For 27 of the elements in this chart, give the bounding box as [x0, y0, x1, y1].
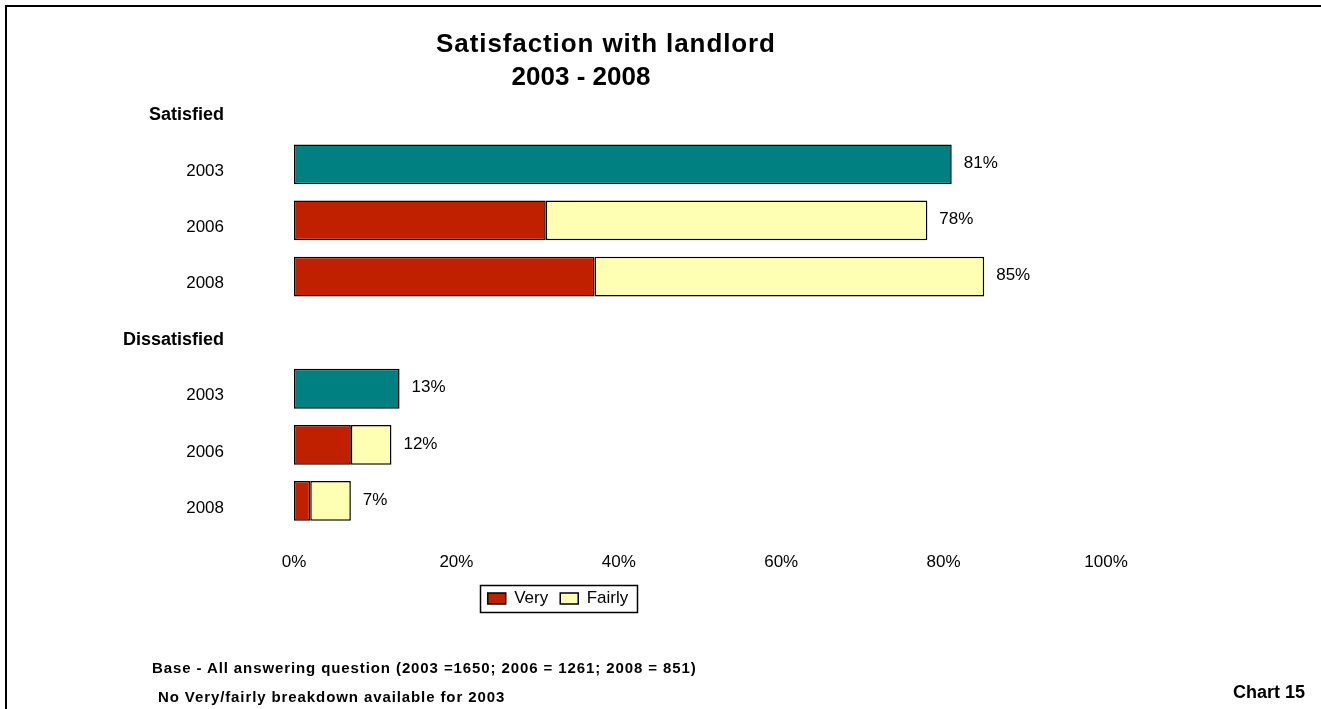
chart-subtitle: 2003 - 2008	[510, 61, 652, 91]
y-tick-label: 2003	[186, 385, 224, 405]
chart-title: Satisfaction with landlord	[435, 28, 777, 58]
total-label: 85%	[996, 265, 1031, 285]
y-tick-label: 2003	[186, 161, 224, 181]
total-label: 7%	[362, 489, 388, 509]
x-tick-label: 100%	[1084, 551, 1128, 571]
x-tick-label: 0%	[281, 551, 307, 571]
x-tick-label: 40%	[601, 551, 636, 571]
total-label: 78%	[939, 209, 974, 229]
total-label: 13%	[411, 377, 446, 397]
y-tick-label: 2006	[186, 217, 224, 237]
x-tick-label: 20%	[439, 551, 474, 571]
total-label: 81%	[963, 153, 998, 173]
y-tick-label: Satisfied	[148, 104, 224, 125]
text: No Very/fairly breakdown available for 2003	[158, 688, 506, 705]
legend-label: Fairly	[586, 588, 629, 608]
caption: Chart 15	[1232, 682, 1305, 703]
x-tick-label: 80%	[926, 551, 961, 571]
x-tick-label: 60%	[764, 551, 799, 571]
y-tick-label: 2008	[186, 273, 224, 293]
y-tick-label: 2006	[186, 441, 224, 461]
y-tick-label: 2008	[186, 497, 224, 517]
text: Base - All answering question (2003 =1650; 2006 = 1261; 2008 = 851)	[152, 659, 697, 676]
y-tick-label: Dissatisfied	[122, 328, 224, 349]
legend-label: Very	[514, 588, 549, 608]
total-label: 12%	[403, 433, 438, 453]
